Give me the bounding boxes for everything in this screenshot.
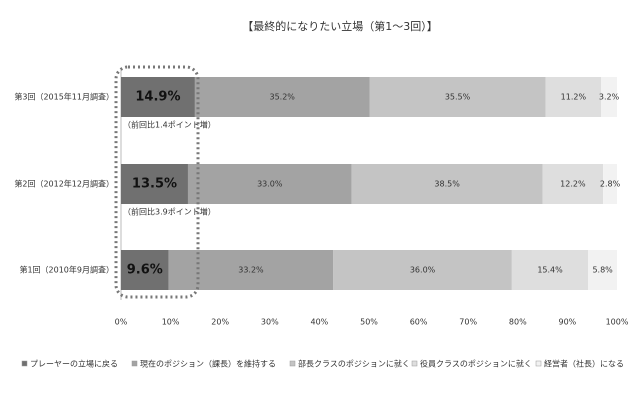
x-tick-label: 0%: [115, 318, 128, 327]
value-label: 14.9%: [135, 90, 180, 105]
value-label: 9.6%: [127, 263, 163, 278]
legend-label: 現在のポジション（課長）を維持する: [140, 359, 276, 369]
highlight-frame: [114, 65, 200, 299]
x-tick-label: 60%: [410, 318, 428, 327]
category-label: 第2回（2012年12月調査）: [14, 179, 114, 189]
bar-segment: [121, 250, 169, 290]
bar-segment: [545, 77, 602, 117]
value-label: 33.2%: [238, 266, 264, 275]
legend-swatch: [289, 360, 296, 367]
bar-segment: [187, 164, 352, 204]
legend-swatch: [21, 360, 28, 367]
value-label: 15.4%: [537, 266, 563, 275]
value-label: 35.5%: [445, 93, 471, 102]
bar-segment: [168, 250, 334, 290]
bar-segment: [511, 250, 589, 290]
value-label: 3.2%: [599, 93, 620, 102]
x-tick-label: 70%: [459, 318, 477, 327]
x-tick-label: 80%: [509, 318, 527, 327]
bar-segment: [121, 77, 195, 117]
legend-swatch: [535, 360, 542, 367]
annotation: （前回比3.9ポイント増）: [123, 207, 216, 217]
value-label: 36.0%: [410, 266, 436, 275]
x-tick-label: 100%: [606, 318, 629, 327]
legend-label: プレーヤーの立場に戻る: [30, 359, 118, 369]
x-tick-label: 40%: [311, 318, 329, 327]
legend-label: 経営者（社長）になる: [544, 359, 624, 369]
value-label: 2.8%: [600, 180, 621, 189]
bar-segment: [351, 164, 543, 204]
x-tick-label: 20%: [211, 318, 229, 327]
bar-segment: [369, 77, 546, 117]
annotation: （前回比1.4ポイント増）: [123, 120, 216, 130]
category-label: 第1回（2010年9月調査）: [19, 265, 114, 275]
legend-swatch: [131, 360, 138, 367]
value-label: 12.2%: [560, 180, 586, 189]
bar-segment: [333, 250, 512, 290]
legend-label: 部長クラスのポジションに就く: [298, 359, 410, 369]
value-label: 33.0%: [257, 180, 283, 189]
x-tick-label: 90%: [559, 318, 577, 327]
value-label: 13.5%: [132, 177, 177, 192]
value-label: 5.8%: [592, 266, 613, 275]
legend-swatch: [411, 360, 418, 367]
bar-segment: [121, 164, 188, 204]
bar-segment: [542, 164, 604, 204]
bar-segment: [194, 77, 370, 117]
value-label: 38.5%: [434, 180, 460, 189]
value-label: 35.2%: [269, 93, 295, 102]
bar-segment: [588, 250, 617, 290]
x-tick-label: 50%: [360, 318, 378, 327]
x-tick-label: 10%: [162, 318, 180, 327]
legend-label: 役員クラスのポジションに就く: [420, 359, 532, 369]
value-label: 11.2%: [561, 93, 587, 102]
x-tick-label: 30%: [261, 318, 279, 327]
bar-segment: [603, 164, 617, 204]
chart-title: 【最終的になりたい立場（第1～3回）】: [242, 19, 438, 33]
category-label: 第3回（2015年11月調査）: [14, 92, 114, 102]
bar-segment: [601, 77, 617, 117]
